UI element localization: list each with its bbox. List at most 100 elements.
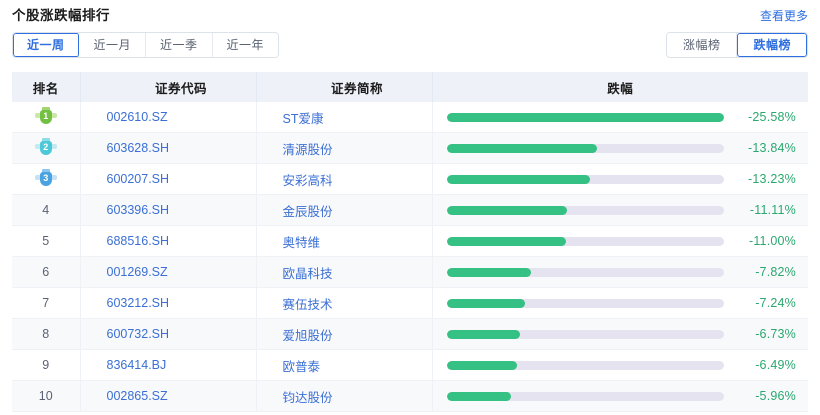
security-code-link[interactable]: 688516.SH bbox=[106, 234, 170, 248]
change-bar-fill bbox=[446, 267, 532, 277]
security-name-link[interactable]: 欧普泰 bbox=[282, 359, 321, 374]
security-code-link[interactable]: 836414.BJ bbox=[106, 358, 167, 372]
table-row[interactable]: 1 002610.SZ ST爱康 -25.58% bbox=[12, 102, 808, 133]
period-tab-1[interactable]: 近一月 bbox=[79, 33, 147, 57]
medal-silver-icon: 2 bbox=[34, 138, 57, 158]
table-header-row: 排名 证券代码 证券简称 跌幅 bbox=[12, 72, 808, 102]
cell-rank: 9 bbox=[12, 349, 81, 381]
change-bar-fill bbox=[446, 236, 566, 246]
cell-name: ST爱康 bbox=[256, 102, 433, 133]
change-bar-wrapper: -13.23% bbox=[433, 164, 809, 194]
cell-change: -11.00% bbox=[432, 225, 809, 257]
change-bar-wrapper: -13.84% bbox=[433, 133, 809, 163]
change-bar-wrapper: -25.58% bbox=[433, 102, 809, 132]
table-row[interactable]: 10 002865.SZ 钧达股份 -5.96% bbox=[12, 380, 809, 412]
change-bar-wrapper: -5.96% bbox=[433, 381, 809, 411]
cell-change: -6.73% bbox=[432, 318, 808, 350]
cell-change: -5.96% bbox=[432, 380, 809, 412]
change-bar-track bbox=[446, 174, 724, 184]
security-name-link[interactable]: 爱旭股份 bbox=[282, 328, 333, 343]
cell-rank: 7 bbox=[12, 287, 81, 319]
cell-rank: 10 bbox=[12, 380, 81, 412]
security-code-link[interactable]: 600207.SH bbox=[106, 172, 170, 186]
cell-change: -13.23% bbox=[432, 163, 809, 195]
medal-gold-icon: 1 bbox=[34, 107, 57, 127]
table-row[interactable]: 9 836414.BJ 欧普泰 -6.49% bbox=[12, 349, 809, 381]
change-value: -13.84% bbox=[748, 141, 796, 155]
change-bar-fill bbox=[446, 143, 597, 153]
cell-rank: 2 bbox=[12, 132, 81, 164]
cell-code: 603396.SH bbox=[80, 194, 257, 226]
security-name-link[interactable]: 安彩高科 bbox=[282, 173, 333, 188]
table-row[interactable]: 5 688516.SH 奥特维 -11.00% bbox=[12, 225, 809, 257]
change-bar-wrapper: -11.11% bbox=[433, 195, 809, 225]
change-bar-track bbox=[446, 298, 724, 308]
table-row[interactable]: 7 603212.SH 赛伍技术 -7.24% bbox=[12, 287, 809, 319]
security-code-link[interactable]: 603628.SH bbox=[106, 141, 170, 155]
security-code-link[interactable]: 600732.SH bbox=[106, 327, 170, 341]
security-name-link[interactable]: 欧晶科技 bbox=[282, 266, 333, 281]
security-name-link[interactable]: 赛伍技术 bbox=[282, 297, 333, 312]
table-row[interactable]: 2 603628.SH 清源股份 -13.84% bbox=[12, 132, 809, 164]
cell-name: 欧晶科技 bbox=[256, 256, 433, 288]
change-value: -7.82% bbox=[755, 265, 796, 279]
medal-rank-number: 2 bbox=[43, 142, 49, 152]
cell-change: -11.11% bbox=[432, 194, 809, 226]
security-code-link[interactable]: 002610.SZ bbox=[106, 110, 168, 124]
period-tab-3[interactable]: 近一年 bbox=[212, 33, 279, 57]
rank-number: 10 bbox=[38, 389, 53, 403]
security-name-link[interactable]: 清源股份 bbox=[282, 142, 333, 157]
change-bar-wrapper: -11.00% bbox=[433, 226, 809, 256]
change-value: -5.96% bbox=[755, 389, 796, 403]
table-body: 1 002610.SZ ST爱康 -25.58% 2 603628.SH 清源股份 -13.8… bbox=[12, 102, 808, 412]
change-bar-wrapper: -7.24% bbox=[433, 288, 809, 318]
change-bar-fill bbox=[446, 174, 591, 184]
cell-rank: 5 bbox=[12, 225, 81, 257]
change-value: -7.24% bbox=[755, 296, 796, 310]
change-bar-track bbox=[446, 360, 724, 370]
change-bar-fill bbox=[446, 329, 520, 339]
cell-code: 603212.SH bbox=[80, 287, 257, 319]
table-row[interactable]: 8 600732.SH 爱旭股份 -6.73% bbox=[12, 318, 808, 350]
cell-code: 688516.SH bbox=[80, 225, 257, 257]
change-bar-wrapper: -7.82% bbox=[433, 257, 809, 287]
cell-code: 002865.SZ bbox=[80, 380, 257, 412]
board-tab-1[interactable]: 跌幅榜 bbox=[737, 33, 807, 57]
period-tab-2[interactable]: 近一季 bbox=[146, 33, 213, 57]
cell-rank: 4 bbox=[12, 194, 81, 226]
table-row[interactable]: 6 001269.SZ 欧晶科技 -7.82% bbox=[12, 256, 809, 288]
cell-name: 欧普泰 bbox=[256, 349, 433, 381]
table-head: 排名 证券代码 证券简称 跌幅 bbox=[12, 72, 808, 102]
security-name-link[interactable]: 钧达股份 bbox=[282, 390, 333, 405]
change-bar-track bbox=[446, 391, 724, 401]
cell-code: 002610.SZ bbox=[80, 102, 257, 133]
security-code-link[interactable]: 002865.SZ bbox=[106, 389, 168, 403]
period-tab-0[interactable]: 近一周 bbox=[13, 33, 80, 57]
security-code-link[interactable]: 603212.SH bbox=[106, 296, 170, 310]
security-code-link[interactable]: 603396.SH bbox=[106, 203, 170, 217]
cell-rank: 3 bbox=[12, 163, 81, 195]
medal-bronze-icon: 3 bbox=[34, 169, 57, 189]
board-tab-group: 涨幅榜 跌幅榜 bbox=[665, 32, 808, 58]
cell-name: 赛伍技术 bbox=[256, 287, 433, 319]
table-row[interactable]: 4 603396.SH 金辰股份 -11.11% bbox=[12, 194, 809, 226]
cell-change: -7.24% bbox=[432, 287, 809, 319]
column-header-name: 证券简称 bbox=[256, 72, 433, 102]
panel-header: 个股涨跌幅排行 查看更多 bbox=[0, 0, 820, 30]
column-header-rank: 排名 bbox=[12, 72, 81, 102]
view-more-link[interactable]: 查看更多 bbox=[759, 9, 808, 23]
table-row[interactable]: 3 600207.SH 安彩高科 -13.23% bbox=[12, 163, 809, 195]
cell-code: 836414.BJ bbox=[80, 349, 257, 381]
change-bar-wrapper: -6.49% bbox=[433, 350, 809, 380]
cell-name: 金辰股份 bbox=[256, 194, 433, 226]
medal-rank-number: 3 bbox=[43, 173, 49, 183]
security-name-link[interactable]: ST爱康 bbox=[282, 111, 324, 126]
security-code-link[interactable]: 001269.SZ bbox=[106, 265, 168, 279]
change-bar-fill bbox=[446, 298, 526, 308]
security-name-link[interactable]: 金辰股份 bbox=[282, 204, 333, 219]
rank-number: 5 bbox=[42, 234, 50, 248]
board-tab-0[interactable]: 涨幅榜 bbox=[666, 33, 738, 57]
security-name-link[interactable]: 奥特维 bbox=[282, 235, 321, 250]
change-bar-track bbox=[446, 236, 724, 246]
